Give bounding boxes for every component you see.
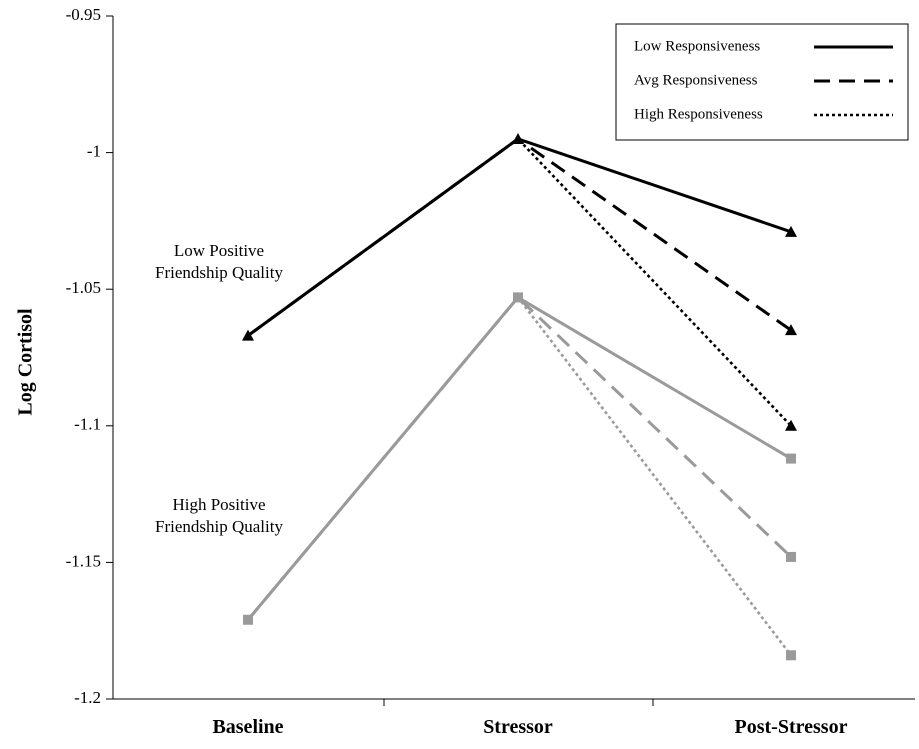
y-axis-title: Log Cortisol [15,308,37,416]
series-layer [242,132,797,661]
legend-label: High Responsiveness [634,106,763,122]
data-point-triangle [785,324,797,336]
legend: Low Responsiveness Avg Responsiveness High… [615,23,909,141]
y-axis-ticks: -0.95 -1 -1.05 -1.1 -1.15 -1.2 [66,5,113,707]
y-tick-label: -1.05 [66,278,101,297]
y-tick-label: -1.15 [66,551,101,570]
data-point-square [786,650,796,661]
data-point-square [243,614,253,625]
group-annotations: Low Positive Friendship Quality High Posit… [155,241,283,536]
axes [112,16,915,706]
data-point-triangle [242,329,254,341]
data-point-triangle [512,132,524,144]
group-annotation-label: Friendship Quality [155,263,283,282]
group-annotation-label: Low Positive [174,241,264,260]
series-line [247,137,792,337]
x-tick-label: Stressor [483,716,553,738]
series-line [246,295,792,621]
data-point-square [513,292,523,303]
y-tick-label: -1.2 [74,688,101,707]
y-tick-label: -1.1 [74,415,101,434]
legend-label: Avg Responsiveness [634,72,758,88]
series-line [247,137,792,427]
y-tick-label: -0.95 [66,5,101,24]
group-annotation-label: High Positive [172,495,265,514]
x-tick-label: Baseline [212,716,283,738]
data-point-square [786,453,796,464]
data-point-triangle [785,419,797,431]
legend-box [615,23,909,141]
data-point-square [786,551,796,562]
data-point-triangle [785,225,797,237]
group-annotation-label: Friendship Quality [155,517,283,536]
series-line [247,137,792,337]
y-tick-label: -1 [87,142,101,161]
x-axis-labels: Baseline Stressor Post-Stressor [212,716,847,738]
legend-label: Low Responsiveness [634,38,760,54]
series-line [247,296,793,657]
x-tick-label: Post-Stressor [735,716,848,738]
series-line [246,295,793,621]
